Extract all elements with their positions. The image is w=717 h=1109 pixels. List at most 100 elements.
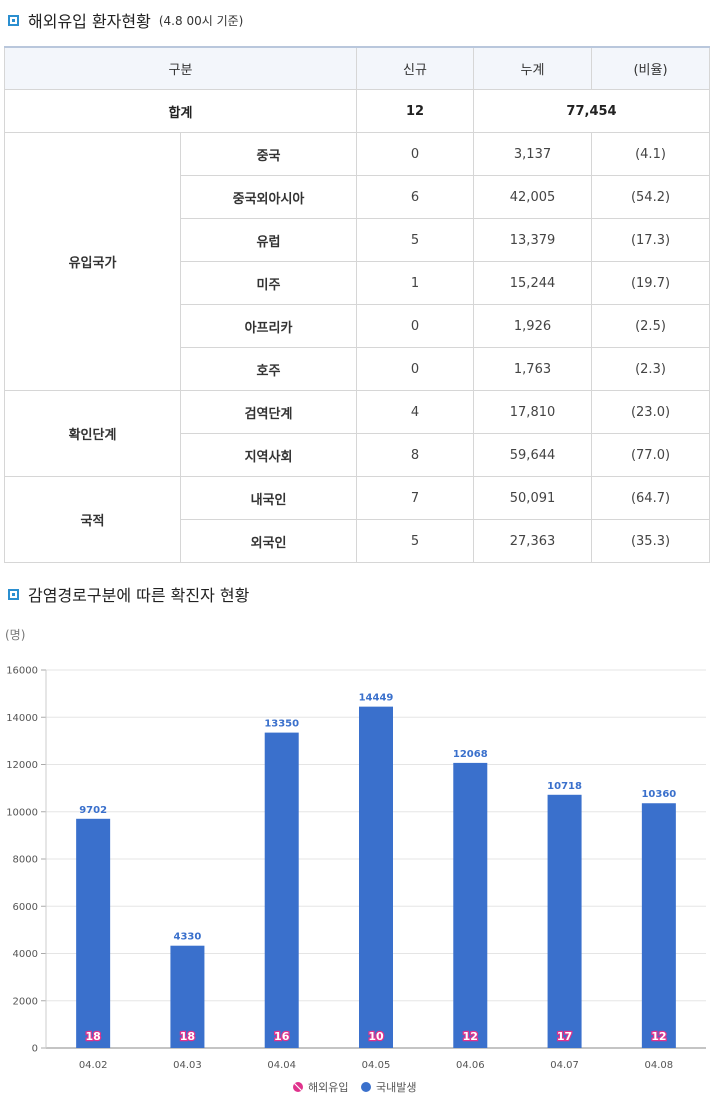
row-cumulative: 1,763 <box>473 347 593 391</box>
total-cumulative: 77,454 <box>473 89 711 133</box>
total-new: 12 <box>356 89 475 133</box>
total-row: 합계 12 77,454 <box>3 89 711 133</box>
row-category: 미주 <box>179 261 358 305</box>
x-tick-label: 04.04 <box>267 1060 296 1071</box>
bar-domestic <box>359 706 393 1048</box>
section-subtitle: (4.8 00시 기준) <box>158 13 244 28</box>
y-tick-label: 2000 <box>13 996 38 1007</box>
row-category: 중국 <box>179 132 358 176</box>
section-title-overseas: 해외유입 환자현황 (4.8 00시 기준) <box>8 8 243 32</box>
bar-value-label-overseas: 10 <box>368 1030 384 1043</box>
row-new: 8 <box>356 433 475 477</box>
row-new: 0 <box>356 347 475 391</box>
confirmed-cases-bar-chart: (명) 0 2000 4000 6000 8000 10000 12000 14000 16000… <box>5 628 706 1094</box>
bar-domestic <box>76 818 111 1048</box>
bar-value-label-domestic: 4330 <box>174 932 202 943</box>
legend-label-domestic: 국내발생 <box>376 1081 416 1094</box>
y-tick-label: 12000 <box>6 760 38 771</box>
table-row: 확인단계 검역단계 4 17,810 (23.0) <box>4 390 711 477</box>
section-title-infection-route: 감염경로구분에 따른 확진자 현황 <box>8 582 249 606</box>
row-new: 6 <box>356 175 475 219</box>
table-row: 중국외아시아 6 42,005 (54.2) <box>5 175 711 219</box>
table-row: 유입국가 중국 0 3,137 (4.1) <box>4 132 711 391</box>
bar-domestic <box>547 794 582 1048</box>
x-tick-label: 04.08 <box>645 1060 674 1071</box>
row-cumulative: 17,810 <box>473 390 593 434</box>
row-ratio: (23.0) <box>591 390 711 434</box>
row-ratio: (54.2) <box>591 175 711 219</box>
row-ratio: (64.7) <box>591 476 711 520</box>
row-new: 5 <box>356 218 475 262</box>
table-row: 국적 내국인 7 50,091 (64.7) <box>4 476 711 563</box>
row-new: 0 <box>356 304 475 348</box>
row-cumulative: 59,644 <box>473 433 593 477</box>
header-category: 구분 <box>3 46 358 90</box>
bar-value-label-overseas: 16 <box>274 1030 290 1043</box>
row-category: 검역단계 <box>179 390 358 434</box>
row-ratio: (17.3) <box>591 218 711 262</box>
row-cumulative: 50,091 <box>473 476 593 520</box>
x-tick-label: 04.06 <box>456 1060 485 1071</box>
header-ratio: (비율) <box>591 46 711 90</box>
x-tick-label: 04.05 <box>362 1060 391 1071</box>
group-label: 확인단계 <box>4 390 181 477</box>
bar-value-label-domestic: 12068 <box>453 749 488 760</box>
x-tick-label: 04.03 <box>173 1060 202 1071</box>
square-bullet-icon <box>8 588 19 600</box>
bar-value-label-domestic: 13350 <box>264 719 299 730</box>
y-tick-label: 10000 <box>6 807 38 818</box>
section-title-text: 해외유입 환자현황 <box>28 12 151 31</box>
legend-marker-stripe <box>294 1083 302 1091</box>
bar-domestic <box>170 945 205 1048</box>
legend-label-overseas: 해외유입 <box>308 1080 348 1094</box>
y-tick-label: 0 <box>32 1044 38 1055</box>
row-cumulative: 13,379 <box>473 218 593 262</box>
table-header-row: 구분 신규 누계 (비율) <box>3 46 711 90</box>
row-ratio: (2.5) <box>591 304 711 348</box>
row-new: 7 <box>356 476 475 520</box>
row-new: 5 <box>356 519 475 563</box>
row-ratio: (2.3) <box>591 347 711 391</box>
table-row: 외국인 5 27,363 (35.3) <box>5 519 711 563</box>
bar-value-label-overseas: 18 <box>180 1030 195 1043</box>
square-bullet-icon <box>8 14 19 26</box>
row-cumulative: 15,244 <box>473 261 593 305</box>
row-cumulative: 3,137 <box>473 132 593 176</box>
y-tick-label: 8000 <box>13 855 38 866</box>
bar-value-label-domestic: 10718 <box>547 781 582 792</box>
row-category: 내국인 <box>179 476 358 520</box>
row-category: 유럽 <box>179 218 358 262</box>
legend-marker-domestic <box>361 1082 371 1092</box>
y-tick-label: 16000 <box>6 666 38 677</box>
overseas-cases-table: 구분 신규 누계 (비율) 합계 12 77,454 유입국가 중국 0 3,137(… <box>3 46 711 563</box>
section-title-text: 감염경로구분에 따른 확진자 현황 <box>28 586 250 605</box>
bar-domestic <box>453 762 488 1048</box>
x-tick-label: 04.02 <box>79 1060 108 1071</box>
row-category: 외국인 <box>179 519 358 563</box>
y-tick-label: 6000 <box>13 902 38 913</box>
row-category: 중국외아시아 <box>179 175 358 219</box>
bar-value-label-overseas: 12 <box>651 1030 666 1043</box>
x-tick-label: 04.07 <box>550 1060 579 1071</box>
row-cumulative: 1,926 <box>473 304 593 348</box>
table-row: 지역사회 8 59,644 (77.0) <box>5 433 711 477</box>
row-category: 호주 <box>179 347 358 391</box>
bar-value-label-domestic: 14449 <box>359 693 394 704</box>
bar-value-label-overseas: 12 <box>463 1030 478 1043</box>
total-label: 합계 <box>3 89 358 133</box>
row-ratio: (19.7) <box>591 261 711 305</box>
table-row: 아프리카 0 1,926 (2.5) <box>5 304 711 348</box>
group-label: 유입국가 <box>4 132 181 391</box>
bar-value-label-overseas: 18 <box>85 1030 100 1043</box>
y-axis-unit-label: (명) <box>5 628 25 642</box>
table-row: 미주 1 15,244 (19.7) <box>5 261 711 305</box>
bar-value-label-domestic: 10360 <box>641 789 676 800</box>
header-new: 신규 <box>356 46 475 90</box>
header-cumulative: 누계 <box>473 46 593 90</box>
table-row: 호주 0 1,763 (2.3) <box>5 347 711 391</box>
bar-value-label-overseas: 17 <box>557 1030 572 1043</box>
row-new: 1 <box>356 261 475 305</box>
row-category: 아프리카 <box>179 304 358 348</box>
row-ratio: (4.1) <box>591 132 711 176</box>
row-new: 0 <box>356 132 475 176</box>
